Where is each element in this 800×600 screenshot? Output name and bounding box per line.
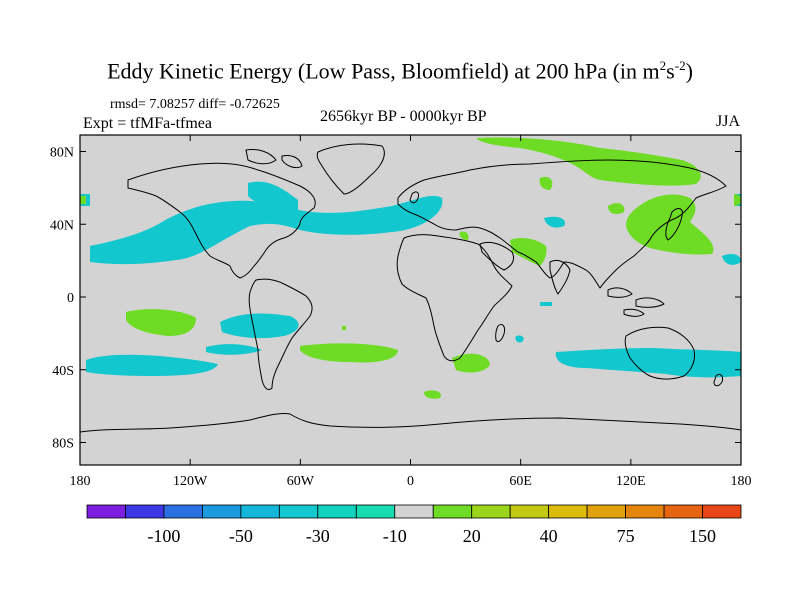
- period-label: 2656kyr BP - 0000kyr BP: [320, 108, 487, 125]
- negative-anomaly-patch: [86, 354, 218, 376]
- colorbar-label: 75: [617, 526, 635, 546]
- positive-anomaly-patch: [734, 194, 741, 206]
- colorbar-swatch: [202, 504, 242, 519]
- colorbar-swatch: [586, 504, 626, 519]
- colorbar-label: 40: [540, 526, 558, 546]
- colorbar-label: -10: [383, 526, 407, 546]
- y-tick-label: 40N: [50, 218, 74, 233]
- negative-anomaly-patch: [540, 302, 552, 306]
- coastline-japan: [665, 208, 683, 241]
- negative-anomaly-patch: [220, 313, 299, 339]
- x-tick-label: 0: [407, 474, 414, 489]
- y-tick-label: 80N: [50, 146, 74, 161]
- colorbar: -100 -50 -30 -10 20 40 75 150: [86, 504, 742, 546]
- positive-anomaly-patch: [476, 137, 701, 186]
- y-tick-label: 0: [67, 291, 74, 306]
- x-tick-label: 120W: [173, 474, 208, 489]
- positive-anomaly-patch: [424, 390, 441, 399]
- colorbar-label: 20: [463, 526, 481, 546]
- x-tick-label: 60E: [509, 474, 532, 489]
- y-axis-ticks: 80N 40N 0 40S 80S: [50, 146, 741, 452]
- negative-anomaly-patch: [544, 216, 566, 228]
- negative-anomaly-patch: [206, 344, 262, 355]
- colorbar-label: -100: [147, 526, 180, 546]
- colorbar-swatch: [394, 504, 434, 519]
- experiment-label: Expt = tfMFa-tfmea: [83, 115, 212, 132]
- colorbar-swatch: [240, 504, 280, 519]
- anomaly-patches: [80, 137, 741, 399]
- colorbar-swatch: [86, 504, 126, 519]
- x-tick-label: 180: [70, 474, 91, 489]
- coastline-arabia: [479, 241, 515, 271]
- colorbar-swatch: [432, 504, 473, 519]
- rmsd-diff-stats: rmsd= 7.08257 diff= -0.72625: [110, 97, 280, 112]
- coastline-south-america: [248, 278, 313, 391]
- positive-anomaly-patch: [626, 194, 714, 255]
- positive-anomaly-patch: [510, 238, 547, 266]
- colorbar-swatch: [663, 504, 703, 519]
- positive-anomaly-patch: [300, 343, 398, 363]
- coastlines: [80, 143, 741, 433]
- colorbar-swatch: [355, 504, 396, 519]
- coastline-north-america: [127, 162, 316, 279]
- x-tick-label: 180: [731, 474, 752, 489]
- colorbar-swatch: [317, 504, 357, 519]
- positive-anomaly-patch: [126, 309, 196, 336]
- x-axis-ticks: 180 120W 60W 0 60E 120E 180: [70, 135, 752, 489]
- season-label: JJA: [715, 113, 740, 130]
- y-tick-label: 80S: [52, 437, 74, 452]
- y-tick-label: 40S: [52, 364, 74, 379]
- negative-anomaly-patch: [248, 181, 298, 214]
- coastline-eurasia: [397, 159, 727, 289]
- map-title: Eddy Kinetic Energy (Low Pass, Bloomfiel…: [107, 58, 693, 84]
- colorbar-swatch: [509, 504, 550, 519]
- colorbar-label: -30: [306, 526, 330, 546]
- colorbar-label: 150: [689, 526, 716, 546]
- positive-anomaly-patch: [539, 176, 553, 190]
- x-tick-label: 120E: [616, 474, 646, 489]
- coastline-australia: [624, 326, 695, 380]
- positive-anomaly-patch: [452, 353, 490, 373]
- coastline-new-zealand: [713, 373, 723, 387]
- colorbar-label: -50: [229, 526, 253, 546]
- positive-anomaly-patch: [342, 326, 346, 330]
- coastline-british-isles: [409, 191, 419, 204]
- coastline-se-asia-islands: [607, 287, 665, 317]
- negative-anomaly-patch: [515, 335, 524, 343]
- positive-anomaly-patch: [459, 231, 469, 240]
- negative-anomaly-patch: [90, 195, 443, 265]
- x-tick-label: 60W: [287, 474, 315, 489]
- coastline-greenland: [316, 143, 385, 195]
- positive-anomaly-patch: [80, 196, 86, 204]
- coastline-india: [549, 259, 571, 295]
- map-panel: 180 120W 60W 0 60E 120E 180 80N 40N 0 40S 80S: [50, 134, 752, 489]
- coastline-antarctica: [80, 413, 741, 433]
- colorbar-swatch: [163, 504, 203, 519]
- negative-anomaly-patch: [722, 254, 741, 265]
- colorbar-swatch: [278, 504, 319, 519]
- colorbar-swatch: [125, 504, 165, 519]
- positive-anomaly-patch: [608, 203, 625, 214]
- coastline-madagascar: [495, 323, 505, 343]
- colorbar-swatch: [702, 504, 742, 519]
- map-background: [80, 135, 741, 465]
- colorbar-swatch: [471, 504, 511, 519]
- colorbar-swatch: [625, 504, 665, 519]
- coastline-arctic-islands: [245, 149, 303, 169]
- colorbar-swatch: [548, 504, 588, 519]
